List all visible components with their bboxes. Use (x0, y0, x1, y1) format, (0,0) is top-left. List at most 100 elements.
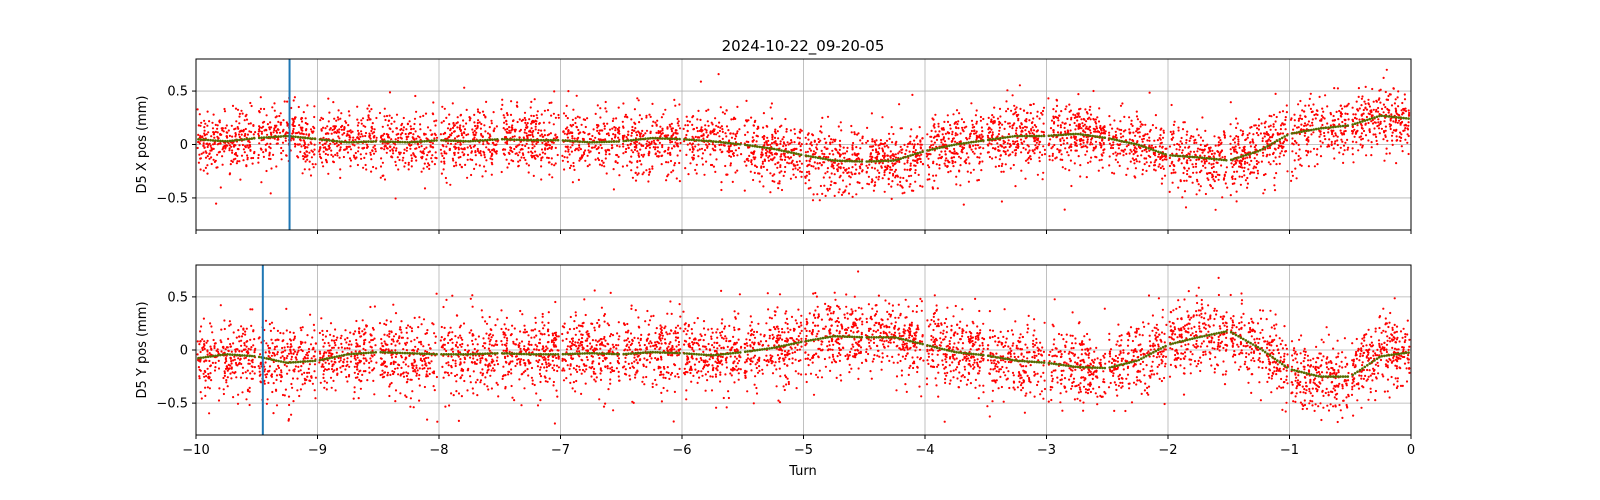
data-point (1304, 132, 1307, 135)
data-point (618, 174, 621, 177)
data-point (314, 163, 317, 166)
data-point (1155, 126, 1158, 129)
data-point (1240, 153, 1243, 156)
data-point (443, 131, 447, 134)
data-point (254, 131, 257, 134)
data-point (809, 149, 813, 152)
data-point (521, 144, 524, 147)
data-point (579, 157, 582, 161)
data-point (1016, 115, 1019, 118)
data-point (1213, 135, 1216, 138)
data-point (373, 144, 376, 147)
data-point (926, 133, 929, 136)
data-point (1076, 119, 1079, 122)
data-point (557, 113, 560, 117)
data-point (645, 116, 648, 119)
data-point (1329, 124, 1332, 127)
data-point (866, 139, 869, 143)
data-point (1353, 116, 1357, 120)
data-point (846, 146, 849, 149)
data-point (919, 157, 922, 161)
data-point (606, 122, 609, 125)
data-point (589, 150, 592, 153)
data-point (223, 110, 227, 113)
data-point (932, 143, 935, 146)
data-point (590, 138, 593, 141)
data-point (645, 129, 649, 132)
data-point (488, 148, 491, 151)
data-point (431, 112, 434, 115)
data-point (708, 143, 711, 146)
data-point (709, 153, 712, 156)
data-point (918, 154, 921, 157)
data-point (200, 121, 203, 124)
data-point (1048, 155, 1051, 158)
data-point (1239, 129, 1242, 132)
data-point (1233, 150, 1236, 153)
data-point (426, 165, 429, 168)
data-point (992, 116, 995, 119)
data-point (1214, 208, 1217, 211)
data-point (1009, 153, 1012, 156)
data-point (884, 165, 887, 169)
data-point (1025, 120, 1028, 123)
data-point (1135, 160, 1138, 163)
data-point (380, 147, 383, 150)
data-point (966, 138, 969, 141)
data-point (1389, 125, 1392, 128)
data-point (648, 141, 651, 144)
data-point (410, 143, 413, 147)
data-point (1297, 119, 1300, 122)
data-point (1361, 113, 1364, 116)
data-point (350, 131, 353, 134)
data-point (877, 151, 880, 154)
data-point (1284, 116, 1287, 119)
data-point (1219, 139, 1222, 142)
data-point (812, 193, 815, 196)
data-point (424, 112, 428, 115)
data-point (738, 128, 741, 131)
data-point (719, 106, 722, 109)
data-point (854, 163, 857, 166)
data-point (390, 138, 393, 141)
data-point (692, 154, 696, 157)
data-point (259, 107, 262, 110)
data-point (851, 153, 854, 156)
data-point (771, 174, 774, 177)
data-point (800, 175, 803, 178)
data-point (320, 128, 323, 131)
data-point (332, 155, 335, 158)
data-point (1013, 149, 1016, 152)
data-point (959, 157, 962, 160)
data-point (815, 146, 818, 149)
data-point (308, 160, 311, 163)
data-point (734, 117, 737, 120)
data-point (1344, 112, 1347, 115)
data-point (473, 129, 476, 132)
data-point (1094, 130, 1097, 133)
data-point (1215, 171, 1218, 174)
data-point (645, 169, 648, 172)
data-point (388, 145, 391, 148)
data-point (440, 152, 443, 155)
data-point (893, 170, 896, 173)
data-point (684, 167, 687, 170)
data-point (636, 166, 639, 169)
data-point (252, 133, 255, 136)
trend-point (296, 135, 300, 139)
data-point (1363, 100, 1366, 103)
data-point (1408, 111, 1411, 115)
data-point (446, 127, 450, 130)
data-point (1402, 107, 1405, 111)
data-point (221, 127, 224, 130)
data-point (698, 148, 701, 151)
data-point (1135, 115, 1139, 118)
data-point (466, 158, 469, 161)
data-point (651, 102, 654, 105)
data-point (930, 144, 933, 147)
data-point (1318, 95, 1321, 98)
data-point (1116, 152, 1119, 155)
data-point (625, 147, 628, 151)
data-point (1074, 144, 1077, 147)
data-point (1145, 157, 1148, 160)
